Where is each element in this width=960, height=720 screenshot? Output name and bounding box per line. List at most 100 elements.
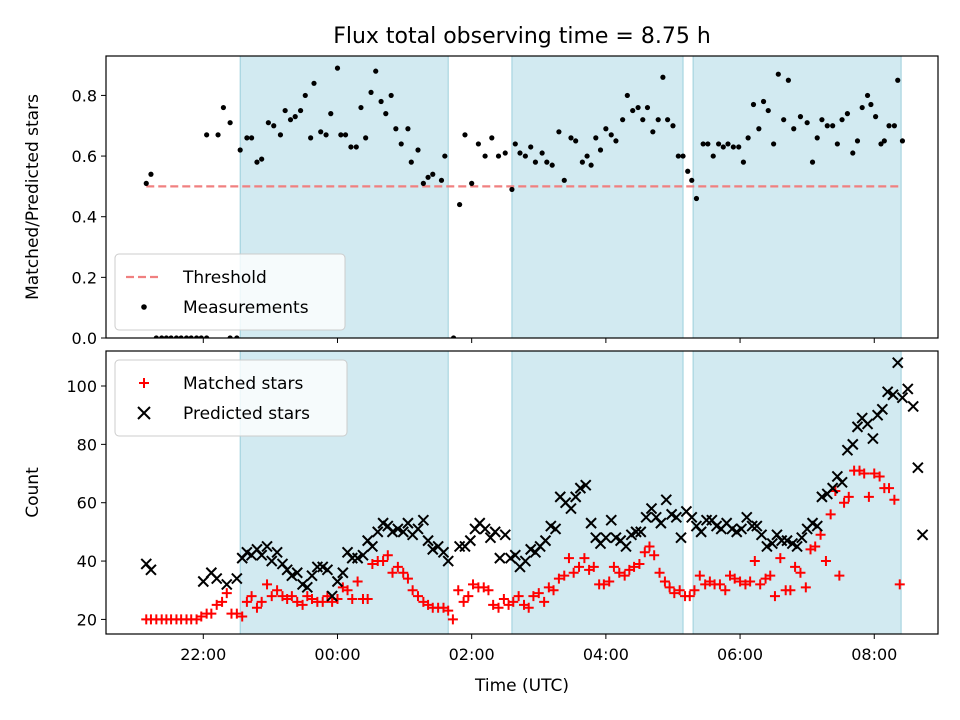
data-point	[519, 555, 532, 567]
data-point	[745, 135, 751, 141]
data-point	[463, 591, 474, 602]
data-point	[878, 141, 884, 147]
data-point	[362, 593, 373, 604]
data-point	[261, 540, 273, 553]
data-point	[422, 534, 434, 547]
data-point	[896, 391, 909, 404]
data-point	[368, 89, 374, 95]
data-point	[479, 523, 491, 535]
data-point	[159, 335, 165, 338]
data-point	[735, 523, 748, 535]
data-point	[556, 129, 562, 135]
data-point	[876, 403, 889, 416]
data-point	[766, 537, 778, 550]
data-point	[820, 556, 831, 567]
data-point	[206, 608, 217, 619]
data-point	[378, 98, 384, 105]
data-point	[548, 585, 559, 596]
data-point	[342, 132, 349, 138]
data-point	[378, 556, 389, 567]
data-point	[664, 582, 675, 593]
data-point	[746, 520, 758, 532]
data-point	[588, 561, 599, 572]
data-point	[834, 570, 845, 581]
data-point	[427, 543, 439, 556]
data-point	[408, 159, 414, 165]
data-point	[819, 117, 825, 123]
data-point	[489, 135, 495, 141]
data-point	[863, 491, 874, 502]
data-point	[781, 534, 793, 547]
data-point	[796, 532, 808, 544]
data-point	[834, 141, 840, 147]
data-point	[462, 132, 468, 138]
x-tick-label: 06:00	[717, 645, 763, 664]
data-point	[741, 511, 753, 524]
data-point	[675, 532, 687, 544]
data-point	[413, 591, 423, 602]
data-point	[348, 144, 354, 150]
data-point	[769, 591, 780, 602]
data-point	[272, 585, 283, 596]
data-point	[899, 138, 906, 144]
data-point	[266, 591, 277, 602]
data-point	[366, 540, 379, 553]
data-point	[249, 135, 255, 141]
data-point	[311, 80, 317, 86]
data-point	[193, 335, 200, 338]
data-point	[256, 596, 267, 607]
data-point	[797, 114, 804, 120]
data-point	[620, 117, 626, 123]
data-point	[198, 335, 204, 338]
data-point	[221, 588, 232, 599]
data-point	[804, 120, 810, 126]
data-point	[912, 461, 924, 474]
data-point	[755, 529, 768, 541]
legend: Matched stars Predicted stars	[114, 359, 348, 437]
data-point	[795, 567, 806, 578]
data-point	[397, 526, 409, 538]
y-tick-label: 60	[77, 494, 97, 513]
data-point	[197, 575, 209, 588]
data-point	[271, 123, 277, 129]
data-point	[887, 389, 899, 401]
data-point	[639, 547, 650, 558]
data-point	[720, 144, 726, 150]
data-point	[533, 588, 544, 599]
data-point	[523, 602, 534, 613]
data-point	[196, 611, 207, 622]
data-point	[640, 511, 652, 524]
data-point	[561, 177, 567, 183]
data-point	[539, 534, 552, 547]
data-point	[528, 144, 534, 150]
data-point	[488, 599, 499, 610]
data-point	[603, 126, 609, 132]
data-point	[386, 526, 399, 538]
data-point	[814, 135, 820, 141]
legend-marker	[137, 406, 151, 420]
data-point	[373, 68, 379, 74]
data-point	[367, 558, 378, 569]
data-point	[438, 177, 445, 183]
data-point	[755, 579, 766, 590]
y-tick-label: 20	[77, 610, 97, 629]
data-point	[383, 111, 389, 117]
y-tick-label: 100	[66, 377, 97, 396]
data-point	[443, 605, 454, 616]
y-tick-label: 0.4	[72, 208, 97, 227]
data-point	[532, 159, 539, 165]
data-point	[549, 162, 555, 168]
data-point	[287, 117, 294, 123]
data-point	[864, 92, 871, 99]
data-point	[148, 171, 154, 177]
data-point	[665, 117, 671, 123]
data-point	[502, 150, 508, 156]
data-point	[660, 494, 672, 506]
data-point	[573, 138, 579, 144]
data-point	[839, 117, 845, 123]
data-point	[613, 138, 619, 144]
data-point	[736, 144, 742, 150]
legend-marker	[141, 304, 147, 310]
chart-title: Flux total observing time = 8.75 h	[333, 24, 711, 49]
data-point	[211, 572, 223, 585]
